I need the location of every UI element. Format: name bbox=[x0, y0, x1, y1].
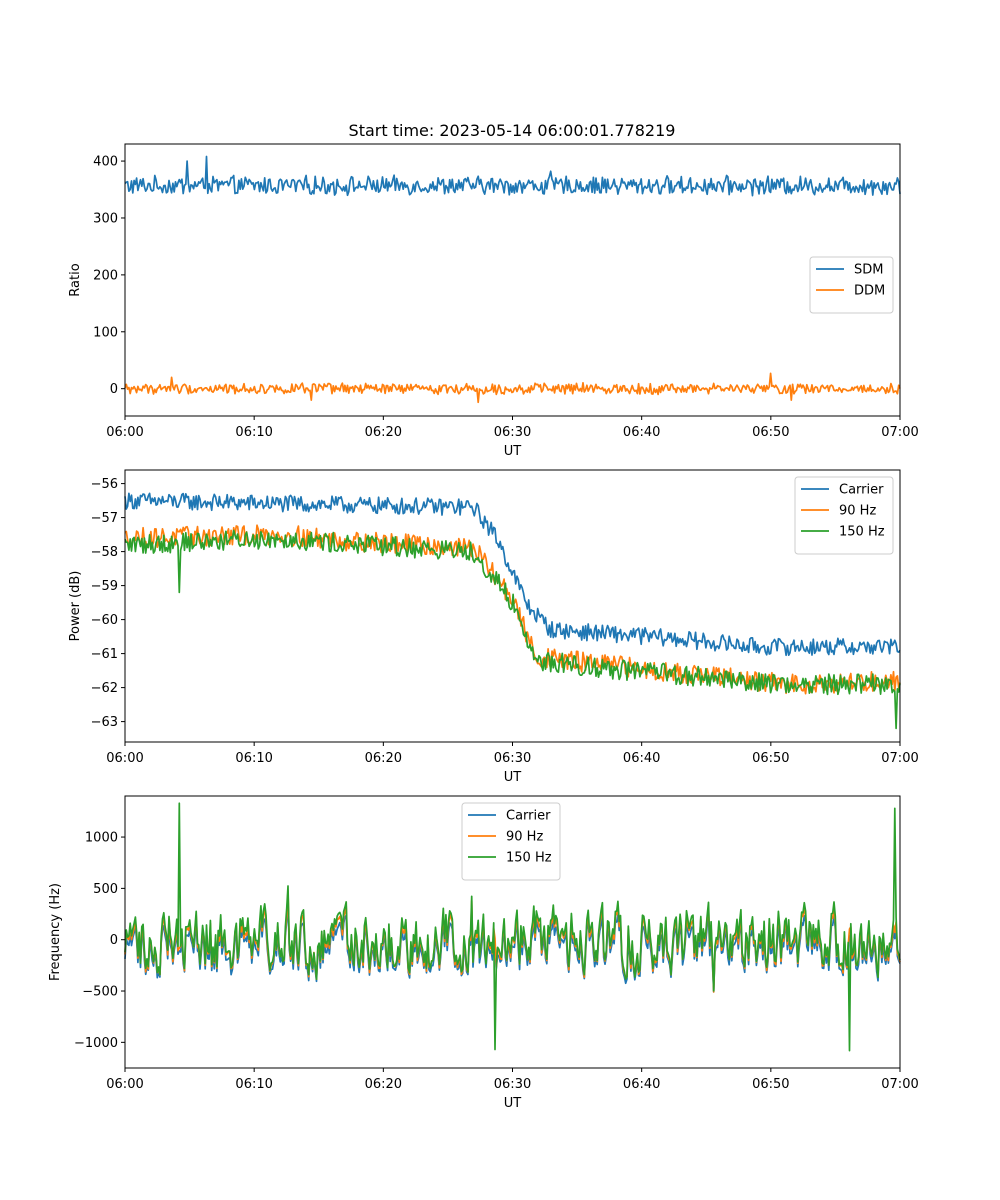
chart-panel-1: 06:00 06:10 06:20 06:30 06:40 06:50 07:00 0 100 2… bbox=[68, 143, 919, 459]
x-tick-label: 06:00 bbox=[106, 425, 143, 440]
y-tick-label: −58 bbox=[91, 545, 118, 560]
legend-label: 150 Hz bbox=[839, 525, 885, 540]
legend-label: SDM bbox=[854, 263, 883, 278]
y-tick-label: −60 bbox=[91, 613, 118, 628]
y-axis-label: Power (dB) bbox=[68, 571, 83, 642]
series-line-ddm bbox=[124, 372, 901, 404]
x-tick-label: 06:30 bbox=[494, 425, 531, 440]
legend-label: DDM bbox=[854, 284, 885, 299]
y-tick-label: 1000 bbox=[85, 831, 118, 846]
legend-box bbox=[461, 802, 561, 881]
series-line-150-hz bbox=[124, 529, 901, 730]
x-tick-label: 06:30 bbox=[494, 751, 531, 766]
y-tick-label: −61 bbox=[91, 647, 118, 662]
x-tick-label: 06:10 bbox=[235, 751, 272, 766]
x-tick-label: 06:40 bbox=[623, 1077, 660, 1092]
legend: Carrier 90 Hz 150 Hz bbox=[794, 476, 894, 555]
x-tick-label: 07:00 bbox=[881, 1077, 918, 1092]
x-tick-label: 06:50 bbox=[752, 425, 789, 440]
y-tick-label: −63 bbox=[91, 715, 118, 730]
x-tick-label: 06:40 bbox=[623, 425, 660, 440]
y-tick-label: 500 bbox=[93, 882, 118, 897]
x-tick-label: 06:20 bbox=[365, 425, 402, 440]
x-tick-label: 06:20 bbox=[365, 751, 402, 766]
y-tick-label: 200 bbox=[93, 268, 118, 283]
legend: SDM DDM bbox=[809, 256, 894, 314]
series-line-sdm bbox=[124, 155, 901, 197]
x-tick-label: 06:00 bbox=[106, 1077, 143, 1092]
x-tick-label: 06:30 bbox=[494, 1077, 531, 1092]
y-tick-label: 0 bbox=[110, 933, 118, 948]
y-tick-label: 100 bbox=[93, 325, 118, 340]
y-tick-label: −59 bbox=[91, 579, 118, 594]
y-tick-label: −56 bbox=[91, 477, 118, 492]
x-tick-label: 06:10 bbox=[235, 1077, 272, 1092]
panels-group: 06:00 06:10 06:20 06:30 06:40 06:50 07:00 0 100 2… bbox=[48, 143, 919, 1111]
y-tick-label: −62 bbox=[91, 681, 118, 696]
legend-label: 90 Hz bbox=[839, 504, 876, 519]
x-tick-label: 06:00 bbox=[106, 751, 143, 766]
series-line-carrier bbox=[124, 492, 901, 657]
chart-panel-3: 06:00 06:10 06:20 06:30 06:40 06:50 07:00 −1000… bbox=[48, 795, 919, 1111]
x-axis-label: UT bbox=[504, 770, 522, 785]
legend-box bbox=[794, 476, 894, 555]
x-tick-label: 07:00 bbox=[881, 751, 918, 766]
y-tick-label: 300 bbox=[93, 211, 118, 226]
x-axis-label: UT bbox=[504, 1096, 522, 1111]
y-tick-label: −1000 bbox=[74, 1036, 118, 1051]
x-tick-label: 06:50 bbox=[752, 1077, 789, 1092]
y-tick-label: 0 bbox=[110, 382, 118, 397]
legend-label: Carrier bbox=[839, 483, 884, 498]
legend-label: 90 Hz bbox=[506, 830, 543, 845]
y-tick-label: 400 bbox=[93, 155, 118, 170]
x-tick-label: 06:10 bbox=[235, 425, 272, 440]
x-tick-label: 07:00 bbox=[881, 425, 918, 440]
figure-title: Start time: 2023-05-14 06:00:01.778219 bbox=[349, 121, 676, 140]
y-tick-label: −57 bbox=[91, 511, 118, 526]
series-line-150-hz bbox=[124, 802, 901, 1052]
x-tick-label: 06:20 bbox=[365, 1077, 402, 1092]
y-axis-label: Frequency (Hz) bbox=[48, 883, 63, 981]
chart-panel-2: 06:00 06:10 06:20 06:30 06:40 06:50 07:00 −56 −5… bbox=[68, 469, 919, 785]
legend-label: Carrier bbox=[506, 809, 551, 824]
legend-box bbox=[809, 256, 894, 314]
x-tick-label: 06:40 bbox=[623, 751, 660, 766]
x-tick-label: 06:50 bbox=[752, 751, 789, 766]
x-axis-label: UT bbox=[504, 444, 522, 459]
y-axis-label: Ratio bbox=[68, 263, 83, 296]
legend: Carrier 90 Hz 150 Hz bbox=[461, 802, 561, 881]
y-tick-label: −500 bbox=[82, 985, 118, 1000]
legend-label: 150 Hz bbox=[506, 851, 552, 866]
